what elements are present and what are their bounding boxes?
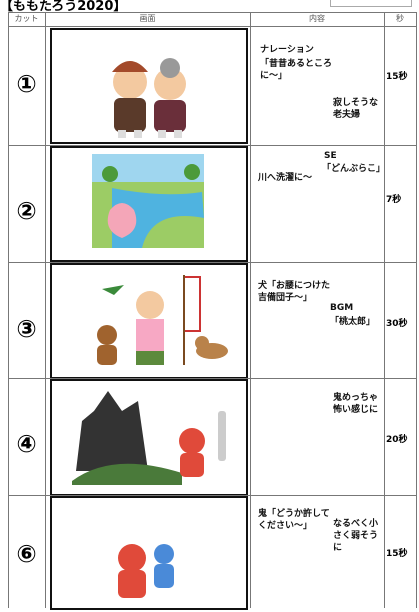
frame [50,496,248,610]
content-text: なるべく小さく弱そうに [333,519,379,553]
illustration [118,544,174,598]
row-line [8,378,416,379]
content-text: 川へ洗濯に〜 [258,173,313,183]
header-cell: 画面 [139,14,156,23]
title: 【ももたろう2020】 [0,0,127,14]
col-line [45,12,46,608]
content-text: 鬼めっちゃ怖い感じに [333,393,379,415]
stamp-box [330,0,412,7]
illustration [72,391,226,485]
seconds: 30秒 [386,319,408,329]
seconds: 20秒 [386,435,408,445]
content-text: 鬼「どうか許してください〜」 [258,509,330,531]
col-line [8,12,9,608]
content-text: ナレーション [260,45,314,55]
frame [50,263,248,379]
cut-number: ③ [16,315,37,343]
seconds: 7秒 [386,195,402,205]
row-line [8,495,416,496]
content-text: 「どんぶらこ」 [322,164,386,174]
cut-number: ⑥ [16,540,37,568]
illustration [92,154,204,248]
seconds: 15秒 [386,72,408,82]
content-text: 「桃太郎」 [330,317,376,327]
col-line [384,12,385,608]
frame [50,28,248,144]
frame [50,146,248,262]
col-line [250,12,251,608]
content-text: 「昔昔あるところに〜」 [260,59,333,81]
cut-number: ④ [16,430,37,458]
cut-number: ② [16,197,37,225]
row-line [8,26,416,27]
illustration [97,275,228,365]
row-line [8,145,416,146]
row-line [8,262,416,263]
content-text: 寂しそうな老夫婦 [333,98,379,120]
header-cell: 秒 [396,14,404,23]
cut-number: ① [16,70,37,98]
header-cell: 内容 [309,14,325,23]
col-line [416,12,417,608]
content-text: BGM [330,303,354,313]
content-text: SE [324,151,337,161]
seconds: 15秒 [386,549,408,559]
frame [50,379,248,496]
illustration [112,58,186,138]
header-cell: カット [14,14,39,23]
row-line [8,12,416,13]
content-text: 犬「お腰につけた吉備団子〜」 [258,281,331,303]
